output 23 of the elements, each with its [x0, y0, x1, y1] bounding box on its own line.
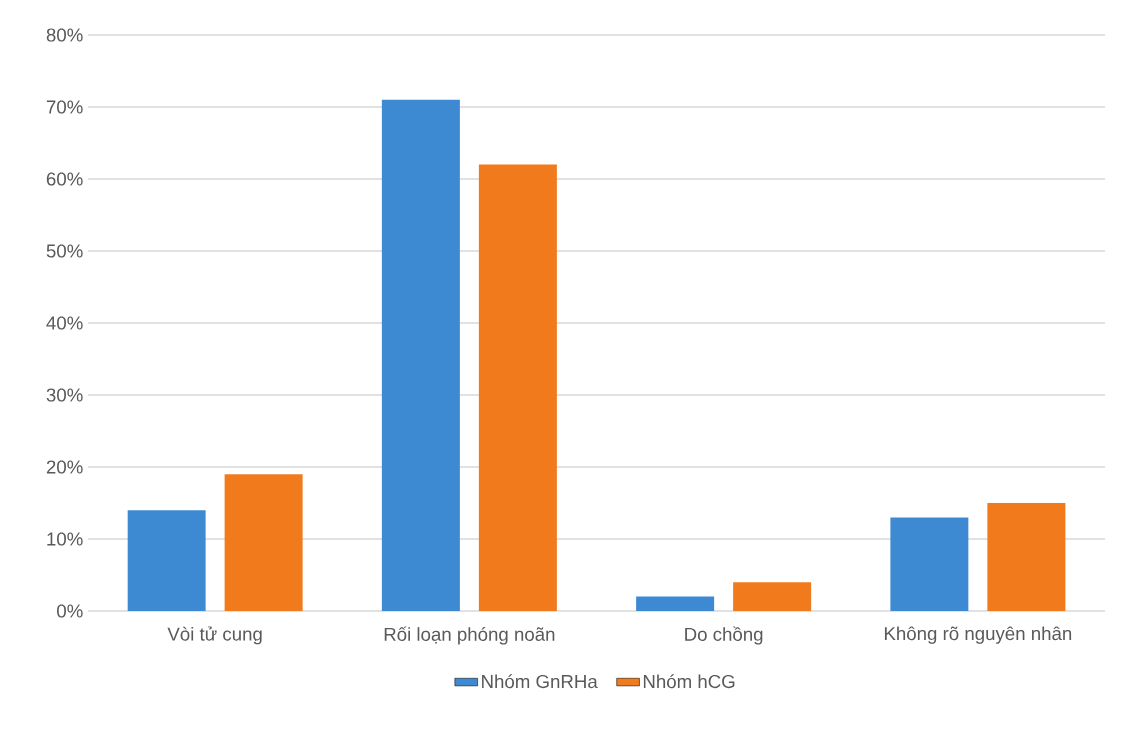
x-tick-label: Rối loạn phóng noãn	[384, 626, 555, 645]
y-tick-label: 0%	[57, 604, 83, 618]
bar	[381, 99, 460, 611]
y-tick-label: 40%	[46, 316, 83, 330]
y-tick-label: 30%	[46, 388, 83, 402]
x-tick-label: Không rõ nguyên nhân	[884, 626, 1072, 644]
bar	[478, 164, 557, 611]
y-tick-label: 80%	[46, 28, 83, 42]
bar	[224, 474, 303, 611]
bar	[987, 503, 1066, 611]
y-tick-label: 70%	[46, 100, 83, 114]
bar	[636, 596, 715, 611]
x-tick-label: Do chồng	[685, 626, 763, 645]
y-tick-label: 60%	[46, 172, 83, 186]
y-tick-label: 10%	[47, 532, 83, 546]
bar	[890, 517, 969, 611]
legend-label: Nhóm GnRHa	[482, 674, 598, 689]
y-tick-label: 20%	[46, 460, 83, 474]
x-tick-label: Vòi tử cung	[167, 626, 262, 645]
bar	[127, 510, 206, 611]
legend-label: Nhóm hCG	[643, 674, 735, 689]
y-tick-label: 50%	[46, 244, 83, 258]
bar	[733, 582, 812, 611]
